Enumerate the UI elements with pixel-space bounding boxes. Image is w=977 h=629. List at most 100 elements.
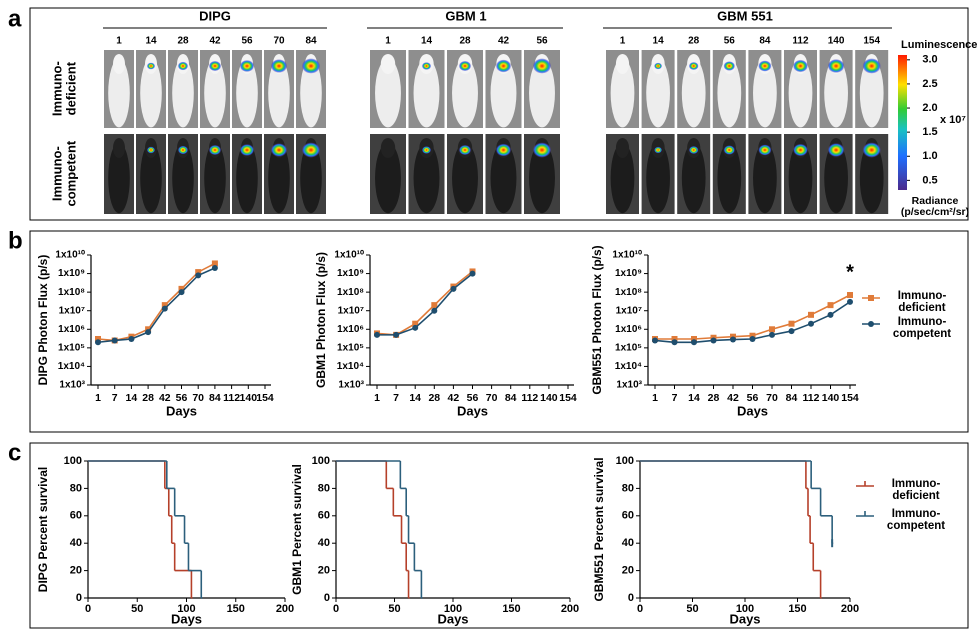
data-point (195, 272, 202, 279)
data-point (95, 339, 101, 346)
data-point (691, 335, 697, 342)
day-label: 14 (145, 36, 157, 47)
tumor-signal (496, 143, 511, 157)
data-point (769, 326, 775, 333)
tumor-signal (271, 59, 287, 73)
y-tick-label: 0 (324, 592, 330, 604)
data-point (847, 298, 853, 305)
tumor-signal (533, 58, 551, 74)
day-label: 70 (273, 36, 285, 47)
mouse-body (490, 142, 517, 214)
mouse-head (380, 138, 396, 158)
y-tick-label: 60 (318, 510, 330, 522)
panel-frame (29, 442, 969, 629)
x-axis-label: Days (729, 611, 760, 626)
x-tick-label: 100 (444, 603, 462, 615)
tumor-signal (723, 145, 735, 155)
data-point (211, 260, 218, 267)
x-tick-label: 70 (766, 392, 778, 404)
day-label: 154 (863, 36, 880, 47)
colorbar-tick-label: 2.0 (922, 102, 937, 114)
group-title: GBM 551 (717, 8, 773, 23)
tumor-signal (793, 143, 808, 157)
y-tick-label: 80 (318, 482, 330, 494)
data-point (788, 328, 795, 335)
colorbar-tick-label: 2.5 (922, 78, 937, 90)
x-tick-label: 28 (428, 392, 440, 404)
panel-label: b (8, 227, 23, 254)
colorbar-title: Luminescence (901, 39, 977, 51)
x-tick-label: 154 (559, 392, 577, 404)
y-tick-label: 1x10⁹ (337, 268, 364, 279)
tumor-signal (240, 60, 254, 72)
x-tick-label: 7 (112, 392, 118, 404)
y-tick-label: 1x10⁷ (59, 305, 85, 316)
y-tick-label: 40 (622, 537, 634, 549)
x-tick-label: 14 (126, 392, 138, 404)
day-label: 14 (421, 36, 433, 47)
data-point (178, 285, 185, 292)
tumor-signal (302, 58, 320, 74)
legend-label: Immuno-competent (892, 316, 952, 341)
series-line (377, 272, 474, 336)
mouse-body (529, 142, 555, 214)
x-tick-label: 200 (841, 603, 859, 615)
colorbar (898, 55, 907, 190)
colorbar-tick-label: 1.0 (922, 150, 937, 162)
data-point (671, 335, 678, 342)
panel-frame (29, 7, 969, 221)
mouse-body (172, 142, 194, 214)
tumor-signal (178, 61, 188, 71)
colorbar-tick-label: 3.0 (922, 54, 937, 66)
data-point (374, 331, 380, 338)
x-tick-label: 154 (256, 392, 274, 404)
data-point (450, 285, 457, 292)
x-tick-label: 150 (788, 603, 806, 615)
tumor-signal (758, 60, 772, 72)
mouse-body (646, 58, 670, 128)
y-tick-label: 100 (64, 455, 82, 467)
data-point (161, 305, 168, 312)
x-tick-label: 140 (540, 392, 558, 404)
tumor-signal (178, 145, 188, 155)
x-tick-label: 50 (388, 603, 400, 615)
tumor-signal (723, 61, 735, 71)
y-tick-label: 1x10⁵ (58, 342, 85, 353)
tumor-signal (654, 62, 662, 70)
y-tick-label: 1x10⁶ (337, 324, 364, 335)
x-tick-label: 70 (486, 392, 498, 404)
y-tick-label: 0 (76, 592, 82, 604)
mouse-body (413, 142, 440, 214)
y-tick-label: 20 (318, 565, 330, 577)
day-label: 28 (688, 36, 700, 47)
mouse-body (859, 142, 884, 214)
x-tick-label: 42 (159, 392, 171, 404)
data-point (128, 335, 135, 342)
y-axis-label: GBM1 Photon Flux (p/s) (314, 252, 328, 388)
legend-marker (868, 295, 874, 301)
day-label: 14 (653, 36, 665, 47)
y-tick-label: 1x10³ (616, 380, 642, 391)
tumor-signal (496, 59, 511, 73)
mouse-body (204, 58, 226, 128)
x-tick-label: 14 (409, 392, 421, 404)
mouse-body (300, 142, 322, 214)
x-tick-label: 42 (448, 392, 460, 404)
mouse-body (236, 58, 258, 128)
x-axis-label: Days (166, 403, 197, 418)
mouse-body (300, 58, 322, 128)
data-point (691, 339, 697, 346)
x-tick-label: 7 (672, 392, 678, 404)
x-tick-label: 112 (803, 392, 820, 404)
y-tick-label: 1x10³ (59, 380, 85, 391)
tumor-signal (862, 58, 881, 74)
data-point (161, 302, 168, 309)
day-label: 56 (536, 36, 548, 47)
data-point (788, 320, 795, 327)
y-axis-label: GBM1 Percent survival (290, 464, 304, 595)
mouse-head (615, 138, 630, 158)
y-tick-label: 1x10⁴ (615, 361, 642, 372)
x-axis-label: Days (737, 403, 768, 418)
y-axis-label: GBM551 Photon Flux (p/s) (590, 245, 604, 394)
x-tick-label: 0 (85, 603, 91, 615)
